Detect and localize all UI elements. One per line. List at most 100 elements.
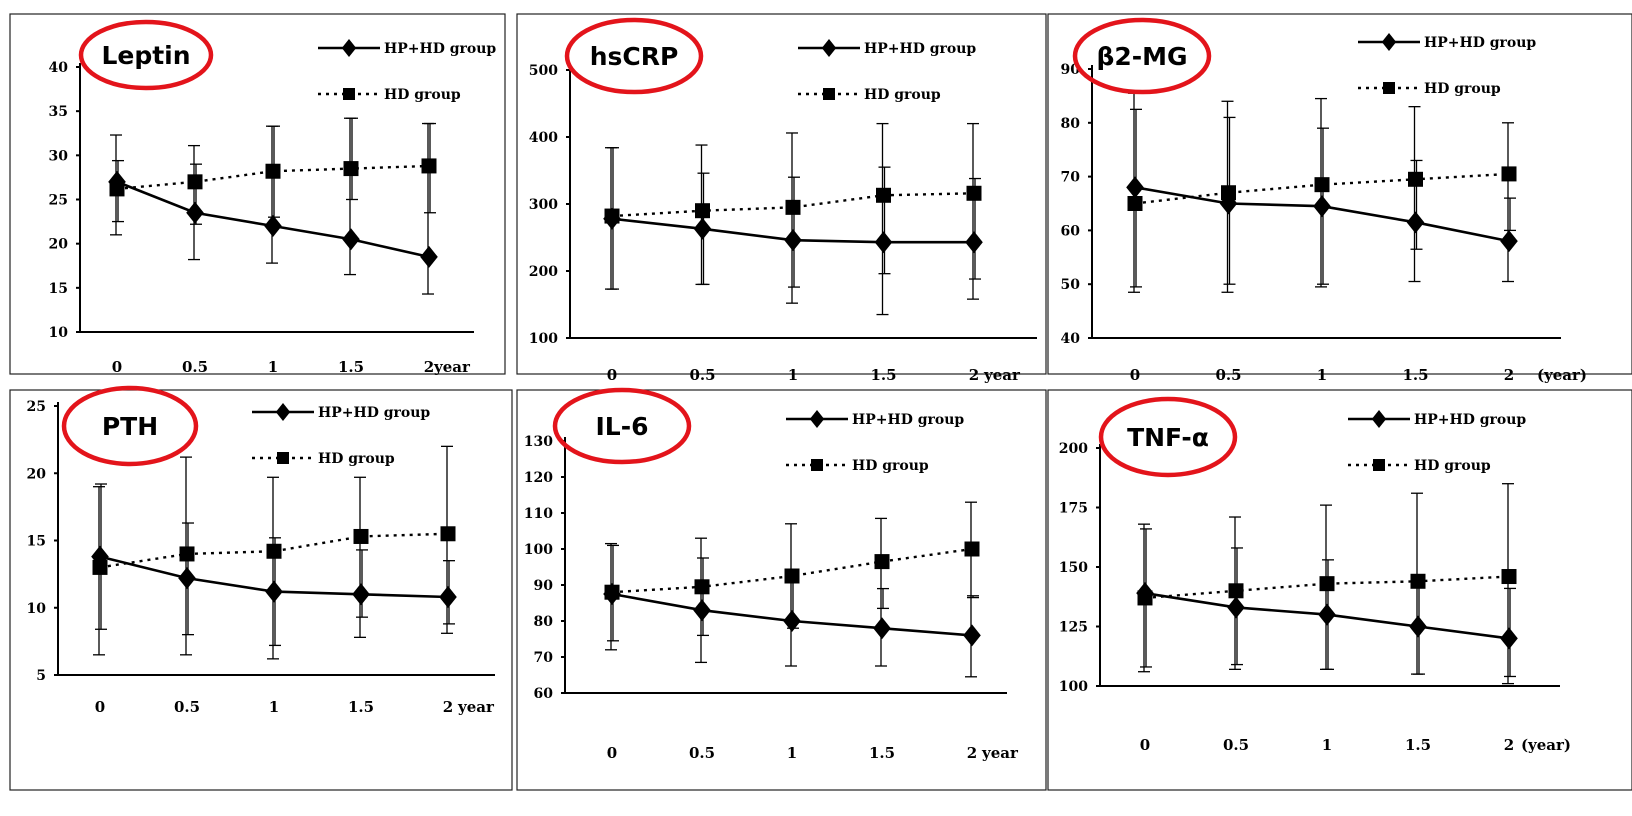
x-unit-label: year — [983, 366, 1021, 384]
y-tick-label: 30 — [49, 148, 69, 164]
point-hphd — [352, 583, 370, 606]
y-tick-label: 80 — [1061, 116, 1081, 132]
y-tick-label: 20 — [49, 237, 69, 253]
point-hd — [187, 174, 203, 190]
point-hd — [1501, 569, 1517, 585]
point-hphd — [1406, 211, 1425, 234]
x-tick-label: 2 — [1504, 736, 1514, 754]
point-hd — [179, 546, 195, 562]
point-hd — [1501, 166, 1517, 182]
x-tick-label: 2 — [443, 698, 453, 716]
x-tick-label: 1.5 — [1402, 366, 1428, 384]
x-tick-label: 1.5 — [869, 744, 895, 762]
point-hphd — [178, 567, 196, 590]
y-tick-label: 400 — [529, 130, 558, 146]
point-hd — [266, 543, 282, 559]
point-hd — [1127, 196, 1143, 211]
x-tick-label: 0.5 — [689, 366, 715, 384]
point-hphd — [342, 228, 360, 251]
point-hd — [440, 526, 456, 542]
legend-marker-hd — [811, 459, 823, 471]
point-hphd — [439, 585, 457, 608]
x-tick-label: 0 — [1130, 366, 1140, 384]
point-hd — [694, 579, 710, 595]
chart-title: IL-6 — [595, 412, 648, 441]
point-hphd — [1227, 596, 1245, 619]
y-tick-label: 150 — [1059, 560, 1088, 576]
x-tick-label: 1 — [269, 698, 279, 716]
legend-marker-hd — [1383, 82, 1395, 94]
point-hphd — [186, 201, 204, 224]
panel-border — [9, 389, 513, 791]
legend-marker-hphd — [341, 39, 357, 57]
point-hd — [1319, 576, 1335, 592]
title-oval — [1098, 396, 1238, 478]
point-hphd — [1409, 615, 1427, 638]
point-hd — [874, 554, 890, 570]
x-tick-label: 1.5 — [870, 366, 896, 384]
y-tick-label: 200 — [1059, 441, 1088, 457]
x-tick-label: 2 — [424, 358, 434, 376]
y-tick-label: 125 — [1059, 620, 1088, 636]
legend-marker-hd — [823, 88, 835, 100]
legend-marker-hd — [343, 88, 355, 100]
panel-border — [1047, 389, 1632, 791]
legend-marker-hd — [1373, 459, 1385, 471]
y-tick-label: 100 — [524, 542, 553, 558]
y-tick-label: 500 — [529, 63, 558, 79]
x-tick-label: 0.5 — [1215, 366, 1241, 384]
y-tick-label: 15 — [49, 281, 68, 297]
y-tick-label: 15 — [27, 534, 46, 550]
x-tick-label: 0 — [607, 744, 617, 762]
point-hphd — [1500, 230, 1518, 253]
chart-panel-2: 100 200 300 400 500 0 0.5 1 1.5 2 year HP+HD group H… — [516, 13, 1047, 384]
chart-panel-4: 5 10 15 20 25 0 0.5 1 1.5 2 year HP+HD group HD grou… — [9, 385, 513, 791]
y-tick-label: 100 — [1059, 679, 1088, 695]
x-tick-label: 1.5 — [348, 698, 374, 716]
point-hphd — [603, 207, 621, 230]
point-hphd — [965, 231, 983, 254]
point-hphd — [1318, 603, 1336, 626]
x-tick-label: 0.5 — [174, 698, 200, 716]
y-tick-label: 5 — [36, 668, 46, 684]
point-hphd — [873, 617, 891, 640]
y-tick-label: 70 — [534, 650, 554, 666]
y-tick-label: 175 — [1059, 501, 1088, 517]
point-hd — [785, 199, 801, 215]
point-hd — [784, 568, 800, 584]
x-tick-label: 0 — [607, 366, 617, 384]
panel-border — [516, 389, 1047, 791]
x-tick-label: 0 — [112, 358, 122, 376]
point-hd — [1408, 171, 1423, 187]
point-hphd — [265, 580, 283, 603]
point-hphd — [693, 217, 712, 240]
x-tick-label: 1 — [268, 358, 278, 376]
point-hphd — [603, 583, 621, 605]
y-tick-label: 35 — [49, 104, 68, 120]
point-hphd — [420, 245, 438, 268]
y-tick-label: 10 — [27, 601, 47, 617]
y-tick-label: 120 — [524, 470, 553, 486]
point-hphd — [874, 231, 893, 254]
y-tick-label: 10 — [49, 325, 69, 341]
point-hphd — [1126, 176, 1144, 199]
point-hd — [353, 528, 369, 544]
x-tick-label: 1 — [1322, 736, 1332, 754]
x-unit-label: (year) — [1521, 736, 1571, 754]
x-tick-label: 0 — [1140, 736, 1150, 754]
x-tick-label: 1 — [787, 744, 797, 762]
point-hd — [343, 161, 359, 177]
y-tick-label: 25 — [27, 399, 46, 415]
point-hd — [1410, 573, 1426, 589]
y-tick-label: 40 — [1061, 331, 1081, 347]
chart-title: TNF-α — [1127, 423, 1209, 452]
y-tick-label: 40 — [49, 60, 69, 76]
point-hd — [966, 185, 982, 201]
point-hd — [876, 187, 891, 203]
point-hphd — [1136, 582, 1154, 605]
point-hphd — [963, 624, 981, 647]
point-hd — [265, 163, 281, 179]
y-tick-label: 60 — [1061, 223, 1081, 239]
